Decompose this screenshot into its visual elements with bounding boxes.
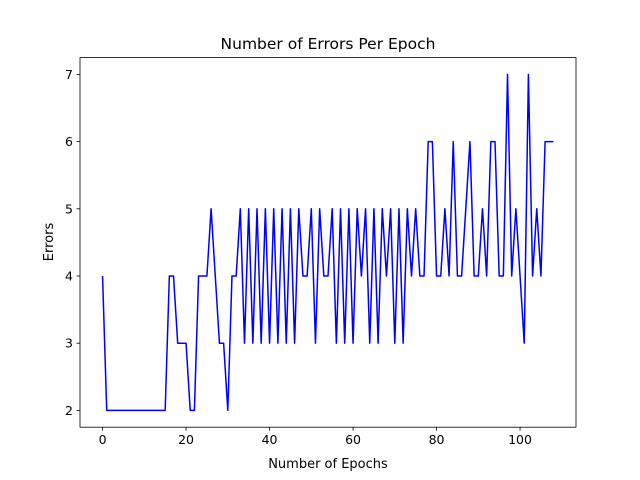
x-tick-label: 0 — [99, 432, 107, 447]
plot-area: 0 20 40 60 80 100 2 3 4 5 6 7 — [65, 57, 577, 447]
series-line-0 — [101, 73, 554, 412]
x-tick-label: 20 — [178, 432, 194, 447]
y-tick-label: 2 — [65, 403, 73, 418]
y-tick-label: 7 — [65, 67, 73, 82]
y-axis-label: Errors — [42, 223, 57, 262]
axes-frame — [79, 57, 577, 428]
x-tick-label: 100 — [508, 432, 532, 447]
x-tick-label: 60 — [345, 432, 361, 447]
x-axis-label: Number of Epochs — [268, 457, 388, 472]
y-tick-label: 3 — [65, 336, 73, 351]
x-tick-label: 40 — [262, 432, 278, 447]
chart-title: Number of Errors Per Epoch — [221, 35, 436, 53]
y-tick-label: 6 — [65, 134, 73, 149]
y-tick-label: 5 — [65, 201, 73, 216]
x-tick-label: 80 — [429, 432, 445, 447]
y-tick-label: 4 — [65, 269, 73, 284]
